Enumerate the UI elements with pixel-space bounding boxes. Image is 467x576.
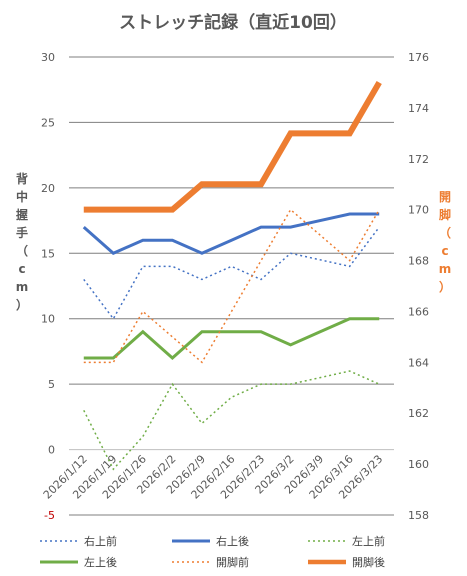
right-tick-label: 162 <box>408 407 429 420</box>
right-axis-title-char: c <box>441 244 448 258</box>
left-axis-title-char: 背 <box>16 171 28 186</box>
left-axis-title-char: 手 <box>16 225 28 240</box>
series-lines <box>82 80 382 471</box>
right-tick-label: 160 <box>408 458 429 471</box>
right-tick-label: 176 <box>408 51 429 64</box>
legend-label: 開脚後 <box>352 555 385 569</box>
series-line <box>83 208 380 364</box>
series-line <box>83 80 382 213</box>
right-tick-label: 158 <box>408 509 429 522</box>
legend-label: 右上前 <box>84 534 117 548</box>
left-axis-title-char: 中 <box>16 189 28 204</box>
right-tick-label: 168 <box>408 255 429 268</box>
left-axis-title-char: 握 <box>16 207 28 222</box>
right-axis-title-char: ） <box>439 279 451 294</box>
right-tick-label: 172 <box>408 153 429 166</box>
right-tick-label: 164 <box>408 356 429 369</box>
legend-label: 左上前 <box>352 534 385 548</box>
left-axis-title-char: （ <box>16 243 28 258</box>
right-tick-label: 170 <box>408 204 429 217</box>
left-tick-label: 15 <box>41 247 55 260</box>
legend-label: 左上後 <box>84 555 117 569</box>
chart-title: ストレッチ記録（直近10回） <box>119 12 347 33</box>
left-tick-label: 0 <box>48 444 55 457</box>
left-tick-label: 5 <box>48 378 55 391</box>
series-line <box>83 317 380 360</box>
x-axis-ticks: 2026/1/122026/1/192026/1/262026/2/22026/… <box>41 453 386 502</box>
left-tick-label: -5 <box>44 509 55 522</box>
right-tick-label: 174 <box>408 102 429 115</box>
right-axis-title-char: 脚 <box>439 207 451 222</box>
left-axis-ticks: -5 0 5 10 15 20 25 30 <box>41 51 55 522</box>
right-axis-title-char: （ <box>439 225 451 240</box>
left-axis-title-char: m <box>16 280 29 294</box>
left-tick-label: 10 <box>41 313 55 326</box>
legend-label: 右上後 <box>216 534 249 548</box>
right-axis-title-char: 開 <box>439 190 451 204</box>
right-axis-title-char: m <box>439 262 452 276</box>
series-line <box>82 212 380 256</box>
right-axis-title: 開脚 （ cm ） <box>439 190 452 294</box>
left-tick-label: 25 <box>41 116 55 129</box>
right-axis-ticks: 158 160 162 164 166 168 170 172 174 176 <box>408 51 429 522</box>
series-line <box>83 226 380 321</box>
left-axis-title-char: c <box>18 262 25 276</box>
gridlines <box>69 56 394 516</box>
left-axis-title-char: ） <box>16 297 28 312</box>
left-tick-label: 20 <box>41 182 55 195</box>
legend-label: 開脚前 <box>216 555 249 569</box>
series-line <box>83 370 380 471</box>
right-tick-label: 166 <box>408 305 429 318</box>
left-tick-label: 30 <box>41 51 55 64</box>
